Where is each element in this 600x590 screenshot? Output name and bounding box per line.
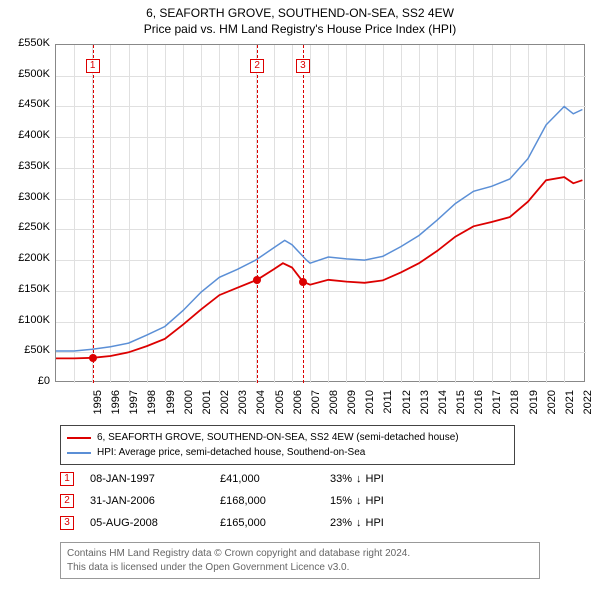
legend-swatch [67,437,91,439]
x-axis-tick-label: 2008 [328,390,340,430]
y-axis-tick-label: £500K [5,68,50,80]
x-axis-tick-label: 2009 [346,390,358,430]
x-axis-tick-label: 2022 [582,390,594,430]
chart-series-svg [56,45,586,383]
sales-row-delta-pct: 23% [330,517,352,529]
x-axis-tick-label: 2005 [274,390,286,430]
sales-table-row: 2 31-JAN-2006£168,00015% ↓ HPI [60,490,390,512]
sales-row-date: 08-JAN-1997 [90,473,220,485]
chart-plot-area: 123 [55,44,585,382]
sales-table-row: 3 05-AUG-2008£165,00023% ↓ HPI [60,512,390,534]
sales-row-delta: 15% ↓ HPI [330,495,390,507]
x-axis-tick-label: 2007 [310,390,322,430]
y-axis-tick-label: £350K [5,160,50,172]
y-axis-tick-label: £100K [5,314,50,326]
legend-label: HPI: Average price, semi-detached house,… [97,445,365,460]
sales-row-marker: 1 [60,472,74,486]
x-axis-tick-label: 1999 [165,390,177,430]
x-axis-tick-label: 2013 [419,390,431,430]
x-axis-tick-label: 2017 [491,390,503,430]
legend-swatch [67,452,91,454]
series-line-hpi [56,107,582,352]
sales-row-price: £168,000 [220,495,330,507]
sales-row-marker: 2 [60,494,74,508]
legend-label: 6, SEAFORTH GROVE, SOUTHEND-ON-SEA, SS2 … [97,430,459,445]
y-axis-tick-label: £550K [5,37,50,49]
x-axis-tick-label: 2001 [201,390,213,430]
chart-subtitle: Price paid vs. HM Land Registry's House … [0,22,600,36]
sales-row-delta-pct: 33% [330,473,352,485]
x-axis-tick-label: 2002 [219,390,231,430]
footer-line-2: This data is licensed under the Open Gov… [67,561,533,575]
x-axis-tick-label: 2000 [183,390,195,430]
sales-row-delta-suffix: HPI [366,473,384,485]
sales-row-date: 05-AUG-2008 [90,517,220,529]
arrow-down-icon: ↓ [356,495,362,507]
y-axis-tick-label: £200K [5,252,50,264]
x-axis-tick-label: 2006 [292,390,304,430]
x-axis-tick-label: 2021 [564,390,576,430]
legend-row: HPI: Average price, semi-detached house,… [67,445,508,460]
y-axis-tick-label: £150K [5,283,50,295]
legend-row: 6, SEAFORTH GROVE, SOUTHEND-ON-SEA, SS2 … [67,430,508,445]
x-axis-tick-label: 1997 [128,390,140,430]
x-axis-tick-label: 2012 [401,390,413,430]
x-axis-tick-label: 2019 [528,390,540,430]
arrow-down-icon: ↓ [356,473,362,485]
sales-row-price: £41,000 [220,473,330,485]
y-axis-tick-label: £300K [5,191,50,203]
x-axis-tick-label: 2011 [382,390,394,430]
x-axis-tick-label: 1995 [92,390,104,430]
y-axis-tick-label: £0 [5,375,50,387]
series-line-property [56,177,582,358]
arrow-down-icon: ↓ [356,517,362,529]
y-axis-tick-label: £50K [5,344,50,356]
x-axis-tick-label: 2003 [237,390,249,430]
sales-row-delta-pct: 15% [330,495,352,507]
x-axis-tick-label: 2014 [437,390,449,430]
x-axis-tick-label: 1998 [146,390,158,430]
attribution-footer: Contains HM Land Registry data © Crown c… [60,542,540,579]
sales-row-delta-suffix: HPI [366,495,384,507]
x-axis-tick-label: 2020 [546,390,558,430]
x-axis-tick-label: 2018 [509,390,521,430]
x-axis-tick-label: 2004 [255,390,267,430]
x-axis-tick-label: 1996 [110,390,122,430]
sales-row-price: £165,000 [220,517,330,529]
sales-row-marker: 3 [60,516,74,530]
sales-row-delta: 23% ↓ HPI [330,517,390,529]
x-axis-tick-label: 2015 [455,390,467,430]
y-axis-tick-label: £250K [5,221,50,233]
footer-line-1: Contains HM Land Registry data © Crown c… [67,547,533,561]
sales-row-delta: 33% ↓ HPI [330,473,390,485]
y-axis-tick-label: £450K [5,98,50,110]
x-axis-tick-label: 2016 [473,390,485,430]
y-axis-tick-label: £400K [5,129,50,141]
sales-table: 1 08-JAN-1997£41,00033% ↓ HPI 2 31-JAN-2006£1… [60,468,390,534]
x-axis-tick-label: 2010 [364,390,376,430]
sales-row-date: 31-JAN-2006 [90,495,220,507]
sales-row-delta-suffix: HPI [366,517,384,529]
chart-legend: 6, SEAFORTH GROVE, SOUTHEND-ON-SEA, SS2 … [60,425,515,465]
chart-title: 6, SEAFORTH GROVE, SOUTHEND-ON-SEA, SS2 … [0,6,600,20]
sales-table-row: 1 08-JAN-1997£41,00033% ↓ HPI [60,468,390,490]
